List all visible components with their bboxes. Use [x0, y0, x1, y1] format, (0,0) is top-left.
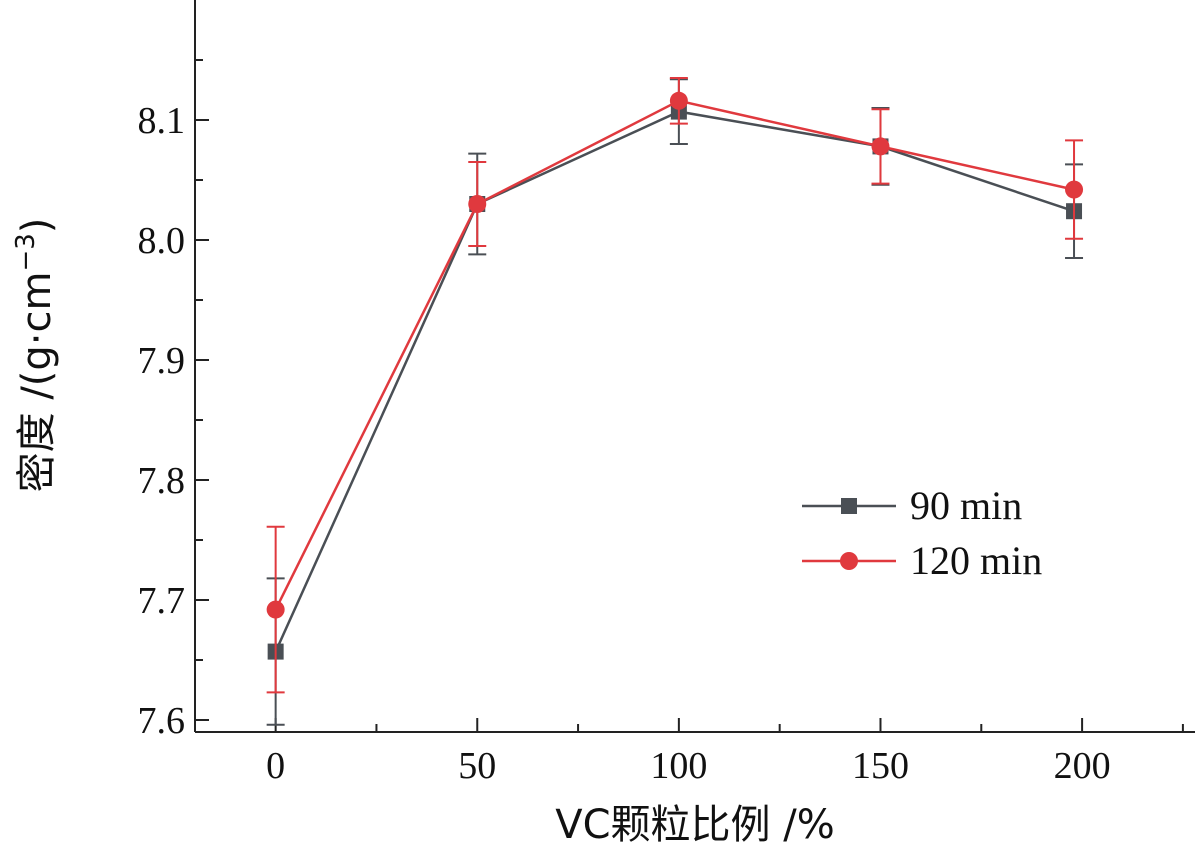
legend-marker-square — [841, 498, 857, 514]
data-point-circle — [669, 91, 688, 110]
x-tick-label: 0 — [266, 745, 285, 787]
y-axis-title-sup: −3 — [11, 233, 41, 271]
legend-label: 90 min — [910, 483, 1022, 528]
y-axis-title: 密度 /(g·cm−3) — [11, 218, 60, 493]
y-ticks: 7.6 7.7 7.8 7.9 8.0 8.1 — [138, 59, 209, 742]
y-tick-label: 7.6 — [138, 700, 186, 742]
y-tick-label: 7.8 — [138, 460, 186, 502]
legend-item: 120 min — [802, 538, 1042, 583]
legend-label: 120 min — [910, 538, 1042, 583]
legend: 90 min 120 min — [802, 483, 1042, 583]
legend-marker-circle — [840, 552, 858, 570]
y-tick-label: 7.9 — [138, 340, 186, 382]
x-ticks: 0 50 100 150 200 — [266, 718, 1184, 787]
y-tick-label: 8.0 — [138, 220, 186, 262]
data-point-circle — [468, 195, 487, 213]
data-point-circle — [1065, 180, 1084, 199]
x-tick-label: 150 — [852, 745, 909, 787]
series-1 — [266, 77, 1084, 694]
x-axis-title: VC颗粒比例 /% — [555, 802, 835, 848]
x-tick-label: 200 — [1054, 745, 1111, 787]
data-point-circle — [266, 600, 285, 619]
y-axis-title-main: 密度 /(g·cm — [14, 272, 60, 493]
data-point-circle — [871, 137, 890, 156]
series-layer — [266, 77, 1084, 726]
y-axis-title-close: ) — [14, 218, 60, 234]
y-tick-label: 7.7 — [138, 580, 186, 622]
series-line — [274, 99, 1075, 611]
legend-item: 90 min — [802, 483, 1022, 528]
series-0 — [266, 78, 1084, 726]
x-tick-label: 50 — [458, 745, 496, 787]
y-tick-label: 8.1 — [138, 100, 186, 142]
x-tick-label: 100 — [650, 745, 707, 787]
axes — [194, 0, 1195, 733]
